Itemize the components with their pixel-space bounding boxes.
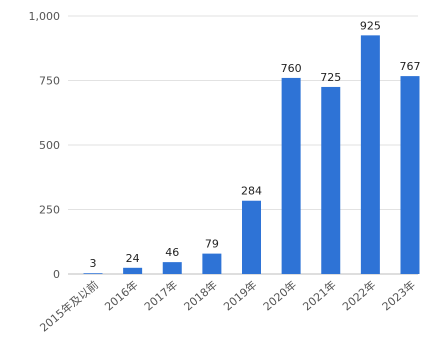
data-label: 24 [126, 252, 140, 265]
data-labels: 3 24 46 79 284 760 725 925 767 [90, 19, 421, 270]
x-tick-label: 2023年 [379, 278, 418, 314]
y-axis-ticks: 0 250 500 750 1,000 [29, 10, 61, 281]
bar [281, 77, 301, 274]
x-tick-label: 2020年 [260, 278, 299, 314]
y-tick-label: 250 [39, 204, 60, 217]
bar [321, 86, 341, 274]
bar [242, 200, 261, 274]
data-label: 3 [90, 257, 97, 270]
data-label: 46 [165, 246, 179, 259]
data-label: 767 [400, 60, 421, 73]
bar [400, 76, 420, 274]
y-tick-label: 1,000 [29, 10, 61, 23]
x-tick-label: 2021年 [300, 278, 339, 314]
bar [83, 273, 103, 274]
x-tick-label: 2018年 [181, 278, 220, 314]
y-tick-label: 500 [39, 139, 60, 152]
data-label: 284 [241, 185, 262, 198]
data-label: 725 [320, 71, 341, 84]
bars [83, 35, 420, 274]
x-tick-label: 2022年 [339, 278, 378, 314]
x-tick-label: 2019年 [221, 278, 260, 314]
x-tick-label: 2016年 [102, 278, 141, 314]
x-tick-label: 2017年 [141, 278, 180, 314]
x-axis-ticks: 2015年及以前 2016年 2017年 2018年 2019年 2020年 2021年 20… [37, 278, 418, 335]
data-label: 925 [360, 19, 381, 32]
x-tick-label: 2015年及以前 [37, 278, 101, 335]
data-label: 760 [281, 62, 302, 75]
data-label: 79 [205, 238, 219, 251]
bar [360, 35, 380, 274]
gridlines [68, 15, 418, 275]
y-tick-label: 0 [53, 268, 60, 281]
bar [202, 253, 222, 274]
y-tick-label: 750 [39, 75, 60, 88]
bar [123, 267, 143, 274]
bar [162, 262, 182, 274]
